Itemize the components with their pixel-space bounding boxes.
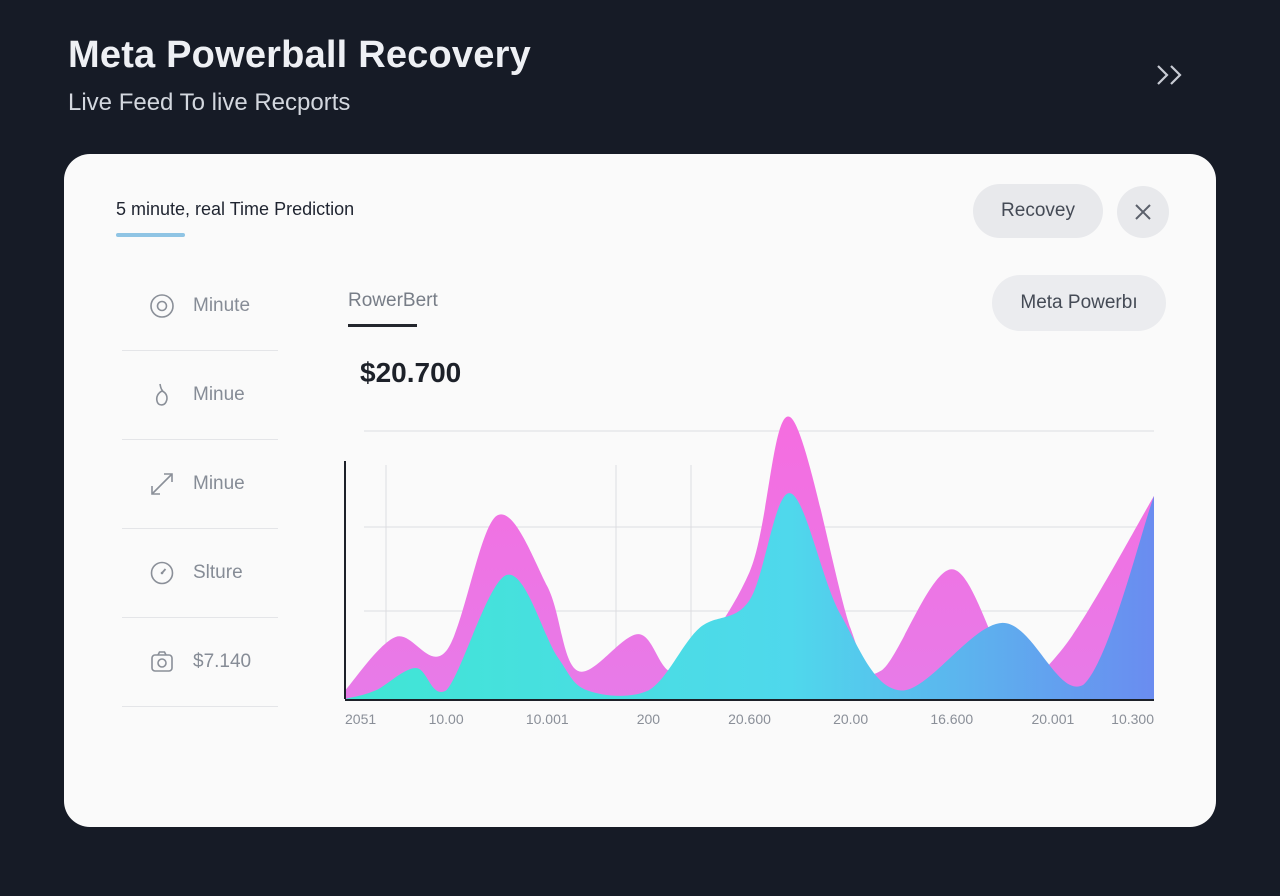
app-title: Meta Powerball Recovery	[68, 34, 531, 76]
x-tick-label: 200	[637, 711, 661, 727]
meta-powerball-button[interactable]: Meta Powerbı	[992, 275, 1166, 331]
recovery-button[interactable]: Recovey	[973, 184, 1103, 238]
area-chart: 2051 10.00 10.001 200 20.600 20.00 16.600 20.00…	[344, 416, 1154, 727]
x-tick-label: 10.00	[429, 711, 464, 727]
prediction-card: 5 minute, real Time Prediction Recovey M…	[64, 154, 1216, 827]
sidebar-item-label: Minue	[193, 473, 245, 494]
x-tick-label: 10.300	[1111, 711, 1154, 727]
tab-realtime-prediction[interactable]: 5 minute, real Time Prediction	[116, 199, 355, 219]
series-label: RowerBert	[348, 290, 438, 311]
camera-icon	[149, 649, 175, 675]
x-tick-label: 20.001	[1031, 711, 1074, 727]
chevrons-right-icon	[1157, 65, 1182, 85]
sidebar-item-label: Slture	[193, 562, 243, 583]
x-tick-label: 10.001	[526, 711, 569, 727]
droplet-icon	[149, 382, 175, 408]
active-tab-indicator	[116, 233, 185, 237]
close-icon	[1135, 204, 1151, 220]
x-tick-label: 20.00	[833, 711, 868, 727]
sidebar-item-label: $7.140	[193, 651, 252, 672]
sidebar-item-slture[interactable]: Slture	[122, 529, 278, 618]
sidebar-item-expand[interactable]: Minue	[122, 440, 278, 529]
x-tick-label: 20.600	[728, 711, 771, 727]
expand-arrow-icon	[149, 471, 175, 497]
sidebar-item-label: Minue	[193, 384, 245, 405]
pink-series-area	[345, 416, 1154, 699]
x-tick-label: 2051	[345, 711, 376, 727]
cyan-series-area	[345, 493, 1154, 699]
series-underline	[348, 324, 417, 327]
sidebar: Minute Minue Minue Slture $7.140	[122, 262, 278, 707]
sidebar-item-minute[interactable]: Minute	[122, 262, 278, 351]
close-button[interactable]	[1117, 186, 1169, 238]
clock-icon	[149, 560, 175, 586]
sidebar-item-value[interactable]: $7.140	[122, 618, 278, 707]
x-tick-label: 16.600	[930, 711, 973, 727]
target-icon	[149, 293, 175, 319]
app-subtitle: Live Feed To live Recports	[68, 89, 351, 116]
forward-button[interactable]	[1150, 58, 1192, 92]
sidebar-item-minue[interactable]: Minue	[122, 351, 278, 440]
current-value: $20.700	[360, 357, 462, 388]
sidebar-item-label: Minute	[193, 295, 251, 316]
